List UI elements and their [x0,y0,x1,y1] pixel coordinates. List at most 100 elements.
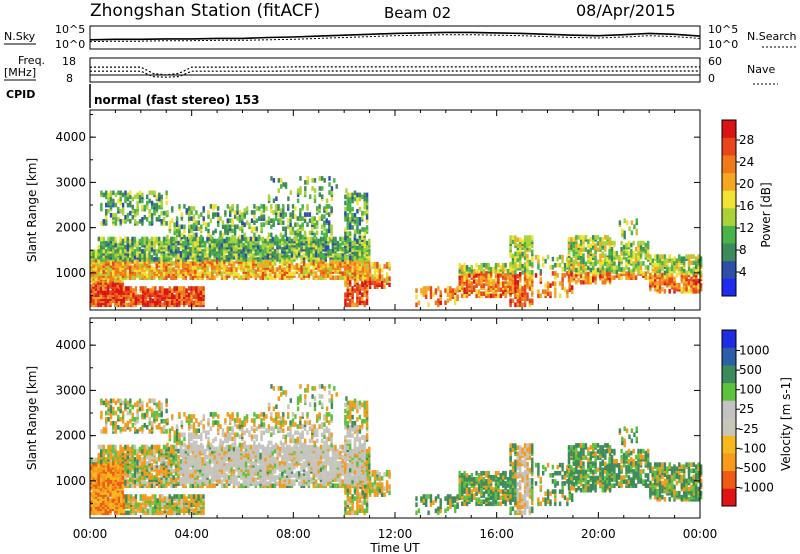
velocity-cell [97,475,100,480]
power-cell [124,196,127,202]
power-cell [531,235,534,240]
power-cell [274,216,278,221]
power-cell [286,244,289,250]
power-cell [259,253,262,258]
velocity-cell [116,492,119,497]
power-cell [172,267,175,272]
power-cell [637,265,640,270]
power-cell [570,271,573,277]
power-cell [477,289,481,294]
power-cell [167,244,170,250]
power-cell [258,234,261,240]
power-cell [594,259,597,265]
power-cell [373,272,377,277]
power-cell [232,271,236,276]
power-cell [668,289,671,294]
power-cell [141,198,144,204]
power-cell [554,289,557,294]
power-cell [116,242,120,248]
power-cell [104,273,108,278]
power-cell [516,257,519,263]
power-cell [506,269,510,274]
power-cell [183,300,186,306]
power-cell [514,265,517,271]
power-cell [485,289,488,294]
velocity-cell [97,452,100,458]
power-cell [351,225,354,230]
power-cell [170,275,173,280]
power-cell [245,220,249,225]
noise-panel-frame [89,25,701,50]
power-cell [206,246,209,252]
power-cell [610,240,614,246]
power-cell [310,240,313,246]
power-cell [100,240,103,246]
power-cell [138,194,142,200]
power-cell [114,248,117,254]
power-cell [238,216,242,221]
power-cell [639,269,643,274]
power-cell [136,251,139,256]
power-cell [320,214,324,219]
power-cell [136,273,139,278]
power-cell [519,237,522,242]
power-cell [173,286,176,291]
power-cell [156,300,159,306]
power-cell [296,228,299,234]
power-cell [639,261,643,266]
velocity-cell [109,475,113,480]
power-cell [194,248,197,254]
power-cell [516,284,519,289]
power-cell [695,260,698,266]
power-cell [577,243,580,248]
power-cell [253,226,256,232]
power-cell [502,262,505,268]
power-cell [572,273,576,279]
power-cell [594,279,597,285]
power-cell [575,279,578,285]
power-cell [341,236,344,242]
power-cell [180,232,184,238]
power-cell [668,254,671,259]
power-cell [673,268,676,274]
power-cell [247,261,250,266]
power-cell [254,236,257,242]
power-cell [215,263,219,268]
power-cell [146,217,149,222]
power-cell [220,242,224,248]
power-cell [138,190,142,196]
velocity-cell [114,444,117,450]
power-cell [192,300,196,306]
power-cell [482,291,486,296]
power-cell [160,198,163,204]
power-cell [526,296,529,301]
power-cell [201,248,204,254]
power-cell [516,243,519,249]
power-cell [313,222,316,227]
power-cell [351,261,354,267]
power-cell [468,273,471,278]
power-cell [314,253,318,258]
power-cell [141,204,144,210]
power-cell [356,200,359,206]
velocity-cell [94,457,98,463]
power-cell [102,269,105,274]
power-cell [526,239,529,244]
power-cell [114,282,117,287]
power-cell [104,240,108,246]
nave-label: Nave [747,63,775,76]
power-cell [119,261,122,266]
power-cell [213,275,216,280]
power-cell [604,257,607,263]
power-cell [267,194,271,199]
noise-series-0 [89,31,701,41]
power-cell [223,238,226,244]
power-cell [209,204,213,209]
power-cell [150,190,154,196]
power-cell [289,230,292,236]
power-cell [456,294,459,299]
power-cell [230,259,233,264]
power-cell [269,242,272,248]
power-cell [509,280,512,285]
power-cell [318,216,321,221]
